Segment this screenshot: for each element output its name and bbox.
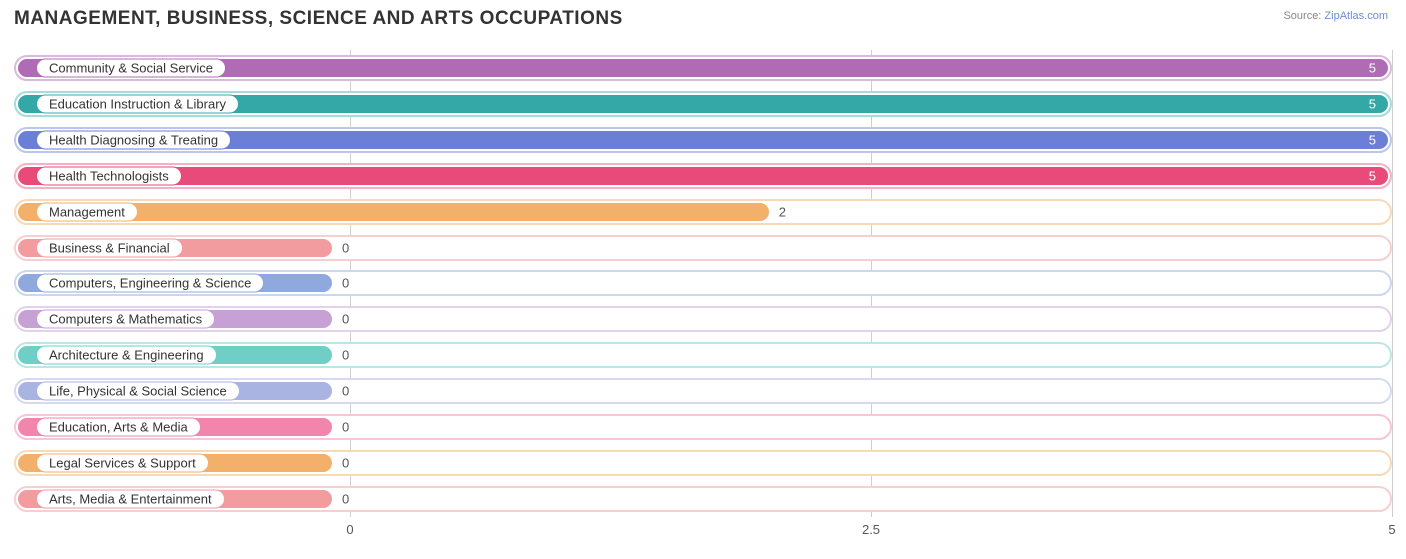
category-label: Computers & Mathematics xyxy=(36,310,215,329)
bars-container: Community & Social Service5Education Ins… xyxy=(14,50,1392,517)
value-label: 0 xyxy=(342,384,349,399)
source-prefix: Source: xyxy=(1283,10,1324,22)
bar-track: Health Diagnosing & Treating 5 xyxy=(14,127,1392,153)
category-label: Education, Arts & Media xyxy=(36,418,201,437)
bar-track: Business & Financial 0 xyxy=(14,235,1392,261)
category-label: Legal Services & Support xyxy=(36,454,209,473)
value-label: 5 xyxy=(1369,168,1376,183)
bar-track: Education, Arts & Media 0 xyxy=(14,414,1392,440)
bar-track: Management 2 xyxy=(14,199,1392,225)
source-attribution: Source: ZipAtlas.com xyxy=(1283,10,1388,22)
value-label: 5 xyxy=(1369,132,1376,147)
category-label: Health Diagnosing & Treating xyxy=(36,130,231,149)
x-tick-label: 0 xyxy=(346,522,353,537)
value-label: 0 xyxy=(342,420,349,435)
category-label: Health Technologists xyxy=(36,166,182,185)
bar-track: Architecture & Engineering 0 xyxy=(14,342,1392,368)
category-label: Management xyxy=(36,202,138,221)
value-label: 0 xyxy=(342,492,349,507)
chart-plot-area: Community & Social Service5Education Ins… xyxy=(14,38,1392,541)
category-label: Education Instruction & Library xyxy=(36,94,239,113)
value-label: 0 xyxy=(342,456,349,471)
bar-fill xyxy=(18,167,1388,185)
x-tick-label: 5 xyxy=(1388,522,1395,537)
bar-track: Health Technologists 5 xyxy=(14,163,1392,189)
bar-track: Arts, Media & Entertainment 0 xyxy=(14,486,1392,512)
source-link[interactable]: ZipAtlas.com xyxy=(1324,10,1388,22)
category-label: Community & Social Service xyxy=(36,58,226,77)
x-tick-label: 2.5 xyxy=(862,522,880,537)
value-label: 5 xyxy=(1369,60,1376,75)
bar-track: Community & Social Service 5 xyxy=(14,55,1392,81)
bar-track: Life, Physical & Social Science 0 xyxy=(14,378,1392,404)
category-label: Computers, Engineering & Science xyxy=(36,274,264,293)
gridline xyxy=(1392,50,1393,517)
value-label: 0 xyxy=(342,312,349,327)
bar-track: Education Instruction & Library 5 xyxy=(14,91,1392,117)
category-label: Business & Financial xyxy=(36,238,183,257)
category-label: Arts, Media & Entertainment xyxy=(36,490,225,509)
value-label: 2 xyxy=(779,204,786,219)
value-label: 0 xyxy=(342,348,349,363)
bar-track: Legal Services & Support 0 xyxy=(14,450,1392,476)
value-label: 0 xyxy=(342,276,349,291)
chart-title: MANAGEMENT, BUSINESS, SCIENCE AND ARTS O… xyxy=(14,8,623,30)
category-label: Architecture & Engineering xyxy=(36,346,217,365)
bar-track: Computers & Mathematics 0 xyxy=(14,306,1392,332)
bar-track: Computers, Engineering & Science 0 xyxy=(14,270,1392,296)
value-label: 0 xyxy=(342,240,349,255)
category-label: Life, Physical & Social Science xyxy=(36,382,240,401)
value-label: 5 xyxy=(1369,96,1376,111)
